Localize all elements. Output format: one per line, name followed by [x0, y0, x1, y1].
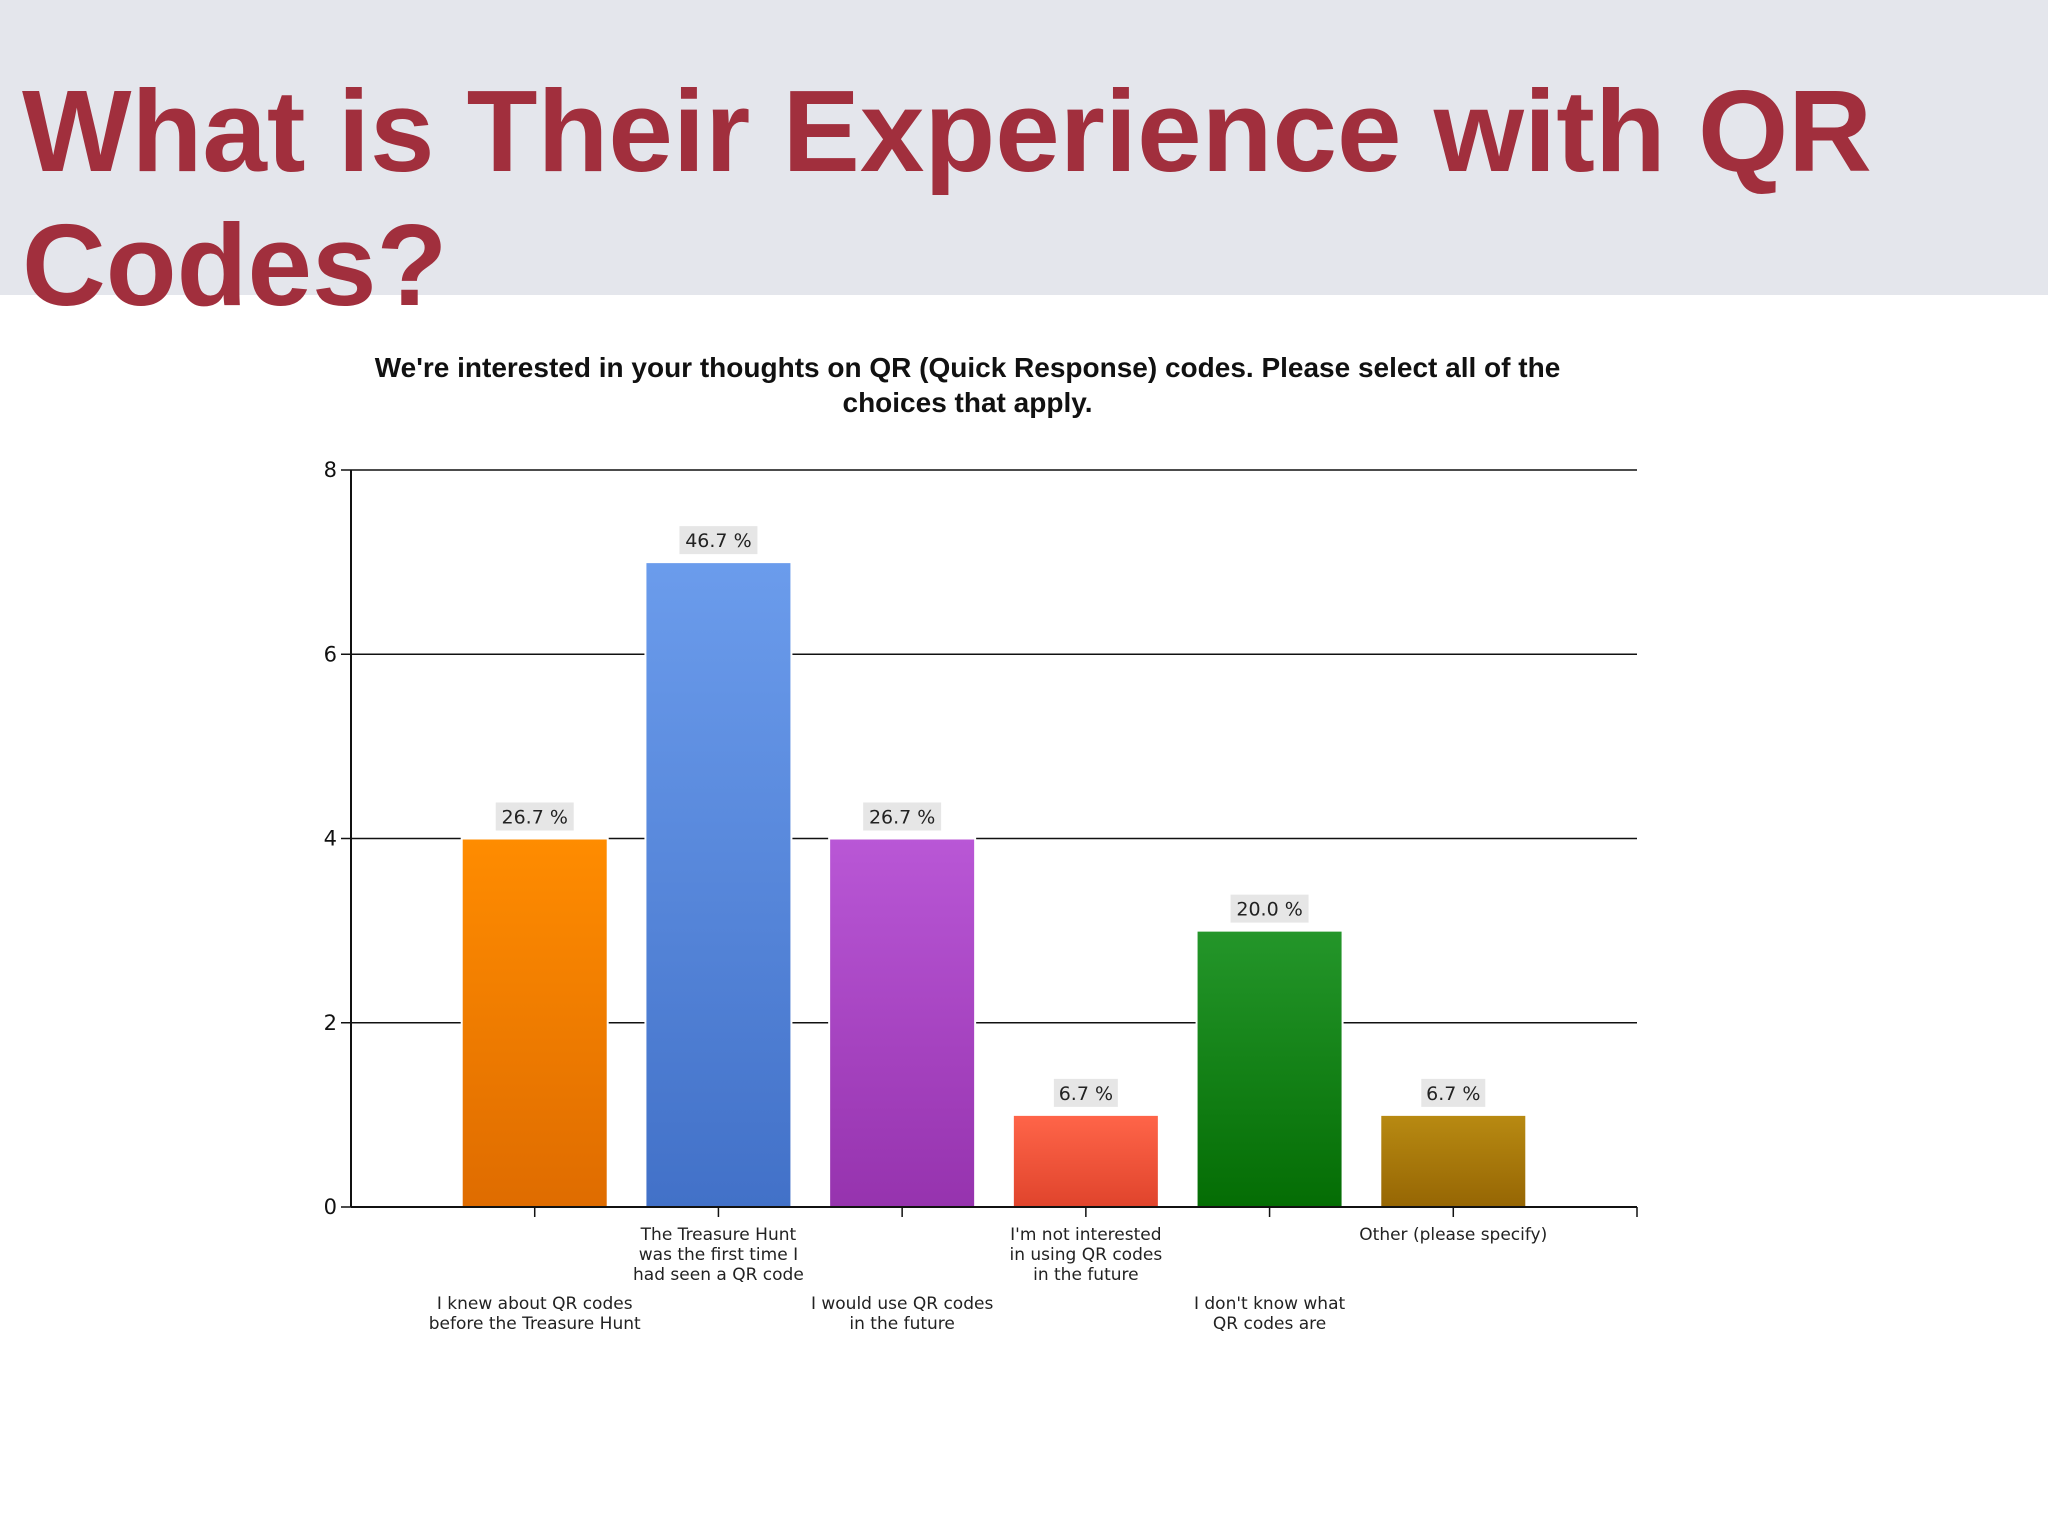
data-label: 6.7 %: [1426, 1083, 1480, 1105]
data-labels: 26.7 % 46.7 % 26.7 % 6.7 % 20.0 % 6.7 %: [495, 526, 1486, 1107]
y-tick-label: 6: [324, 642, 337, 666]
x-category-label: Other (please specify): [1359, 1225, 1547, 1245]
bar: [1379, 1113, 1528, 1208]
bars: [460, 561, 1528, 1208]
x-category-label: I knew about QR codes before the Treasure…: [429, 1294, 641, 1334]
data-label-box: [679, 526, 758, 555]
bar: [1011, 1113, 1160, 1208]
data-label: 26.7 %: [869, 807, 935, 829]
bar: [828, 837, 977, 1208]
data-label-box: [1421, 1078, 1486, 1107]
data-label: 26.7 %: [502, 807, 568, 829]
data-label: 6.7 %: [1059, 1083, 1113, 1105]
bar: [1195, 929, 1344, 1208]
data-label-box: [1053, 1078, 1118, 1107]
data-label-box: [495, 802, 574, 831]
x-category-label: I would use QR codes in the future: [811, 1294, 994, 1334]
axes: 0 2 4 6 8 I knew about QR codes before the Tre…: [324, 458, 1638, 1334]
slide-title: What is Their Experience with QR Codes?: [22, 66, 1872, 330]
chart-title: We're interested in your thoughts on QR …: [374, 352, 1561, 418]
data-label-box: [1230, 894, 1309, 923]
y-tick-label: 2: [324, 1011, 337, 1035]
data-label-box: [863, 802, 942, 831]
bar: [460, 837, 609, 1208]
x-category-label: I'm not interested in using QR codes in th…: [1010, 1225, 1163, 1285]
y-tick-label: 4: [324, 827, 337, 851]
title-band: [0, 0, 2048, 295]
bar: [644, 561, 793, 1208]
data-label: 20.0 %: [1236, 899, 1302, 921]
data-label: 46.7 %: [685, 530, 751, 552]
x-category-label: I don't know what QR codes are: [1194, 1294, 1346, 1334]
y-tick-label: 8: [324, 458, 337, 482]
y-tick-label: 0: [324, 1195, 337, 1219]
